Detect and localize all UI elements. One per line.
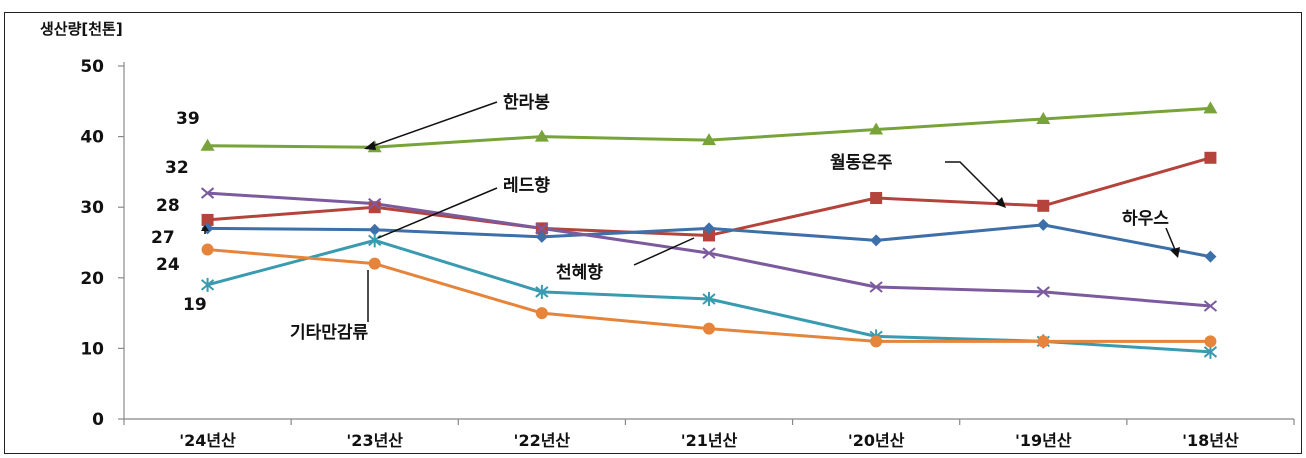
data-point: [368, 223, 381, 236]
data-point: [869, 281, 883, 293]
data-point: [703, 222, 715, 235]
y-tick-label: 10: [80, 339, 104, 359]
x-tick-label: '18년산: [1182, 431, 1239, 450]
x-tick-label: '22년산: [514, 431, 571, 450]
y-tick-label: 30: [80, 198, 104, 218]
data-point: [1036, 111, 1051, 124]
x-tick-label: '23년산: [346, 431, 403, 450]
data-point: [1204, 335, 1217, 348]
data-point: [702, 247, 716, 259]
data-point: [1204, 250, 1217, 263]
leader-woldong: [945, 161, 1002, 204]
label-redhyang: 레드향: [503, 175, 550, 196]
data-point: [1037, 218, 1050, 231]
data-point: [200, 187, 215, 199]
data-point: [703, 322, 715, 335]
data-point: [870, 335, 883, 348]
data-point: [534, 129, 549, 142]
data-point: [1036, 286, 1050, 298]
leader-woldong-arrow: [995, 197, 1006, 208]
series-markers: [200, 101, 1218, 359]
data-point: [702, 133, 716, 146]
label-house: 하우스: [1122, 209, 1169, 229]
data-point: [702, 291, 716, 306]
data-point: [1037, 199, 1050, 212]
data-point: [1203, 300, 1218, 312]
x-tick-label: '20년산: [848, 431, 905, 450]
data-point: [870, 234, 883, 247]
data-label-19: 19: [183, 295, 207, 315]
data-label-28: 28: [156, 196, 180, 216]
data-label-32: 32: [165, 158, 189, 178]
y-axis-title: 생산량[천톤]: [40, 20, 123, 38]
label-cheonhye: 천혜향: [556, 262, 603, 283]
data-point: [870, 192, 883, 205]
data-point: [869, 122, 884, 135]
data-point: [1037, 335, 1050, 348]
data-point: [535, 307, 548, 320]
y-tick-label: 20: [80, 269, 104, 289]
data-label-39: 39: [176, 109, 200, 129]
data-point: [368, 197, 382, 210]
leader-house: [1165, 227, 1177, 253]
data-point: [201, 213, 214, 226]
label-gita: 기타만감류: [290, 323, 369, 343]
data-point: [535, 284, 549, 299]
label-woldong: 월동온주: [830, 153, 893, 173]
x-tick-label: '19년산: [1015, 431, 1072, 450]
x-tick-label: '24년산: [179, 431, 236, 450]
y-tick-label: 50: [80, 57, 104, 77]
series-line: [207, 191, 1211, 308]
data-point: [1203, 101, 1218, 114]
data-point: [535, 230, 548, 243]
x-tick-label: '21년산: [681, 431, 738, 450]
annotations: 한라봉 월동온주 하우스 천혜향 레드향 기타만감류 39 32 28 27 2…: [151, 93, 1180, 343]
leader-hallabong-arrow: [364, 141, 376, 150]
y-tick-label: 0: [92, 410, 104, 430]
data-point: [200, 138, 215, 151]
label-hallabong: 한라봉: [503, 93, 550, 113]
data-point: [368, 257, 381, 270]
y-tick-label: 40: [80, 128, 104, 148]
data-label-24: 24: [156, 255, 180, 275]
leader-redhyang: [377, 187, 498, 239]
data-point: [368, 201, 381, 214]
data-point: [201, 243, 214, 256]
data-point: [703, 229, 715, 242]
data-point: [200, 277, 215, 292]
leader-house-arrow: [1170, 247, 1180, 258]
axes: 0 10 20 30 40 50 '24년산 '23년산 '22년산 '21년산 '20년산 '19년…: [80, 57, 1295, 450]
data-point: [535, 222, 549, 235]
leader-27-arrow: [201, 225, 209, 231]
data-point: [1204, 151, 1217, 164]
data-label-27: 27: [151, 228, 175, 248]
leader-hallabong: [369, 101, 498, 148]
leader-cheonhye: [633, 237, 695, 266]
